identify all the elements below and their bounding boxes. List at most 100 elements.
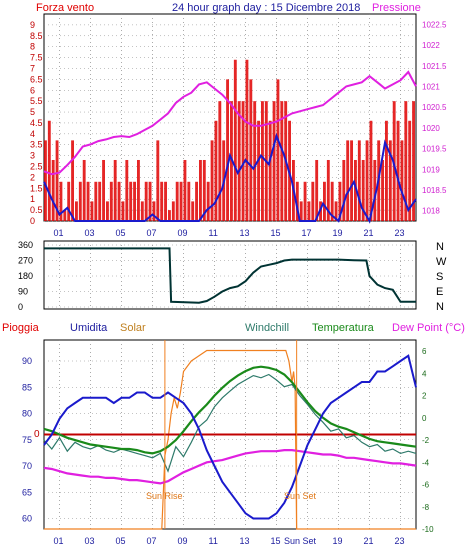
wind-y-tick-label: 4.5 (30, 118, 43, 128)
wind-bar (226, 79, 229, 221)
wind-x-tick-label: 19 (333, 228, 343, 238)
wind-bar (144, 181, 148, 221)
temp-x-tick-label: 23 (395, 536, 405, 546)
legend-solar: Solar (120, 322, 146, 334)
direction-line (44, 247, 416, 304)
wind-bar (307, 201, 311, 221)
temp-x-tick-label: 05 (116, 536, 126, 546)
wind-y-tick-label: 4 (30, 129, 35, 139)
humidity-y-tick-label: 70 (22, 461, 32, 471)
direction-y-tick-label: 180 (18, 271, 33, 281)
wind-bar (133, 181, 136, 221)
wind-bar (152, 201, 156, 221)
wind-bar (396, 120, 400, 221)
humidity-y-tick-label: 60 (22, 514, 32, 524)
temp-x-tick-label: 13 (240, 536, 250, 546)
sun-set-axis-label: Sun Set (284, 536, 317, 546)
wind-y-tick-label: 2.5 (30, 162, 43, 172)
wind-bar (311, 181, 315, 221)
wind-bar (129, 181, 133, 221)
wind-x-tick-label: 23 (395, 228, 405, 238)
wind-bar (78, 181, 82, 221)
wind-bar (295, 181, 299, 221)
chart-title: 24 hour graph day : 15 Dicembre 2018 (172, 2, 360, 14)
wind-y-tick-label: 9 (30, 20, 35, 30)
wind-bar (357, 140, 361, 221)
gust-line (43, 132, 417, 224)
wind-bar (214, 120, 218, 221)
temperature-y-tick-label: -8 (422, 503, 430, 512)
wind-bar (245, 59, 249, 221)
wind-y-tick-label: 2 (30, 172, 35, 182)
temperature-y-tick-label: -4 (422, 458, 430, 467)
wind-bar (338, 181, 342, 221)
wind-bar (381, 159, 384, 221)
wind-y-tick-label: 1.5 (30, 183, 43, 193)
wind-force-label: Forza vento (36, 2, 94, 14)
wind-bar (98, 181, 102, 221)
legend-humidity: Umidita (70, 322, 108, 334)
wind-bar (71, 140, 74, 221)
temp-x-tick-label: 07 (147, 536, 157, 546)
wind-y-tick-label: 3 (30, 151, 35, 161)
wind-bar (276, 79, 280, 221)
pressure-label: Pressione (372, 2, 421, 14)
wind-bar (346, 140, 350, 221)
wind-bar (241, 101, 245, 221)
temperature-y-tick-label: -2 (422, 436, 430, 445)
temp-x-tick-label: 09 (178, 536, 188, 546)
wind-bar (109, 181, 113, 221)
wind-bar (237, 101, 241, 221)
wind-y-tick-label: 7.5 (30, 53, 43, 63)
pressure-y-tick-label: 1018.5 (422, 186, 447, 195)
wind-bar (361, 159, 365, 221)
temp-x-tick-label: 03 (85, 536, 95, 546)
wind-bar (388, 140, 392, 221)
wind-bar (94, 181, 98, 221)
wind-y-tick-label: 6.5 (30, 74, 43, 84)
wind-bar (59, 181, 63, 221)
wind-bar (125, 159, 129, 221)
wind-bar (334, 201, 338, 221)
legend-dewpoint: Dew Point (°C) (392, 322, 465, 334)
wind-bar (369, 120, 373, 221)
wind-bar (102, 159, 105, 221)
dewpoint-line (43, 449, 417, 485)
wind-bar (168, 210, 171, 221)
temp-x-tick-label: 01 (54, 536, 64, 546)
temperature-y-tick-label: 2 (422, 392, 427, 401)
wind-bar (400, 140, 404, 221)
wind-bar (199, 159, 202, 221)
wind-bar (90, 201, 94, 221)
wind-y-tick-label: 1 (30, 194, 35, 204)
pressure-y-tick-label: 1019.5 (422, 145, 447, 154)
temp-x-tick-label: 21 (364, 536, 374, 546)
wind-y-tick-label: 7 (30, 63, 35, 73)
wind-y-tick-label: 0.5 (30, 205, 43, 215)
wind-bar (160, 181, 164, 221)
wind-y-tick-label: 5 (30, 107, 35, 117)
wind-bar (156, 140, 160, 221)
wind-bar (113, 159, 117, 221)
wind-bar (408, 120, 412, 221)
legend-temperature: Temperatura (312, 322, 375, 334)
temp-x-tick-label: 11 (209, 536, 218, 546)
wind-bar (202, 159, 206, 221)
wind-x-tick-label: 03 (85, 228, 95, 238)
wind-bar (326, 159, 330, 221)
wind-x-tick-label: 17 (302, 228, 312, 238)
wind-x-tick-label: 05 (116, 228, 126, 238)
humidity-y-tick-label: 75 (22, 435, 32, 445)
pressure-y-tick-label: 1020.5 (422, 103, 447, 112)
wind-bar (261, 101, 264, 221)
wind-bar (385, 120, 388, 221)
wind-bar (75, 201, 78, 221)
wind-bar (249, 79, 253, 221)
temperature-y-tick-label: 6 (422, 347, 427, 356)
wind-x-tick-label: 13 (240, 228, 250, 238)
wind-bar (179, 181, 183, 221)
humidity-y-tick-label: 80 (22, 409, 32, 419)
wind-bar (63, 210, 67, 221)
wind-bar (183, 159, 187, 221)
